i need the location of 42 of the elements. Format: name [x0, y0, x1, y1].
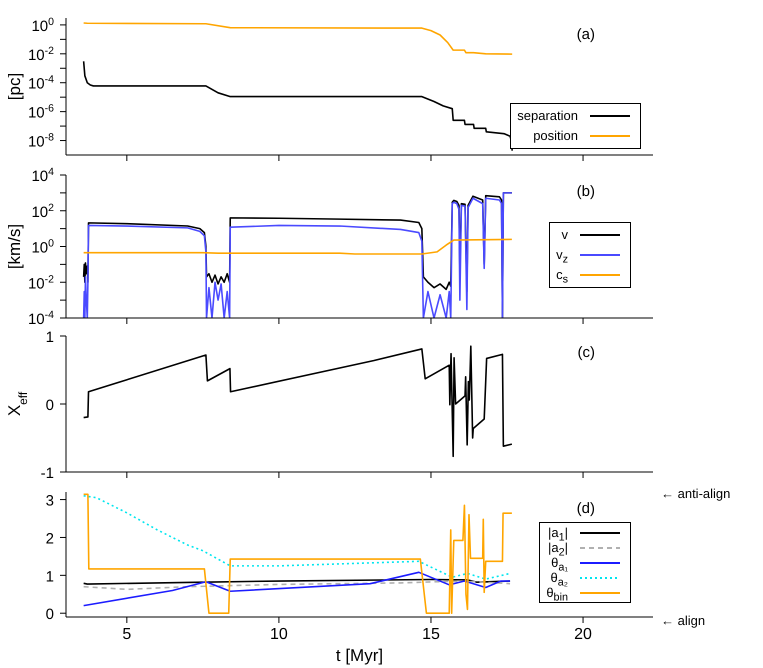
y-tick-label: 10$^{2}$ [31, 202, 54, 221]
y-tick-label: 10$^{-2}$ [28, 273, 54, 292]
y-tick-label: 10$^{-4}$ [28, 74, 54, 93]
line-series [82, 493, 513, 614]
y-axis-title: [km/s] [5, 224, 24, 270]
line-series [82, 238, 513, 255]
line-series [82, 345, 513, 458]
annotation: (d) [576, 500, 595, 517]
y-tick-label: 10$^{-6}$ [28, 102, 54, 122]
y-tick-label: 10$^{-8}$ [28, 132, 54, 151]
y-tick-label: 10$^{-2}$ [28, 44, 54, 64]
legend-label: position [533, 127, 578, 145]
y-tick-label: 10$^{0}$ [31, 238, 54, 256]
line-series [82, 22, 513, 55]
legend-label: v [562, 226, 568, 244]
annotation: (b) [576, 183, 595, 200]
annotation: (c) [578, 344, 595, 361]
text: ← anti-align [661, 486, 730, 501]
y-tick-label: 1 [46, 568, 54, 586]
y-axis-title: [pc] [5, 72, 24, 100]
line-series [82, 572, 511, 606]
y-tick-label: 1 [46, 329, 54, 346]
x-tick-label: 20 [574, 626, 592, 643]
y-tick-label: 10$^{-4}$ [28, 309, 54, 328]
legend-label: v$_{z}$ [556, 246, 568, 266]
y-tick-label: 0 [46, 397, 54, 414]
x-axis-title: t [Myr] [336, 646, 384, 665]
y-tick-label: 10$^{4}$ [31, 166, 54, 185]
y-tick-label: 10$^{0}$ [31, 16, 54, 35]
legend-label: separation [517, 107, 578, 125]
y-tick-label: 0 [46, 606, 54, 624]
x-tick-label: 15 [422, 626, 440, 643]
text: ← align [661, 613, 706, 628]
y-tick-label: -1 [40, 465, 54, 482]
y-tick-label: 2 [46, 530, 54, 548]
line-series [82, 580, 511, 590]
line-series [82, 494, 511, 580]
annotation: (a) [576, 26, 595, 43]
y-tick-label: 3 [46, 492, 54, 510]
legend-label: c$_{s}$ [556, 266, 568, 286]
x-tick-label: 5 [122, 626, 132, 643]
x-tick-label: 10 [270, 626, 288, 643]
